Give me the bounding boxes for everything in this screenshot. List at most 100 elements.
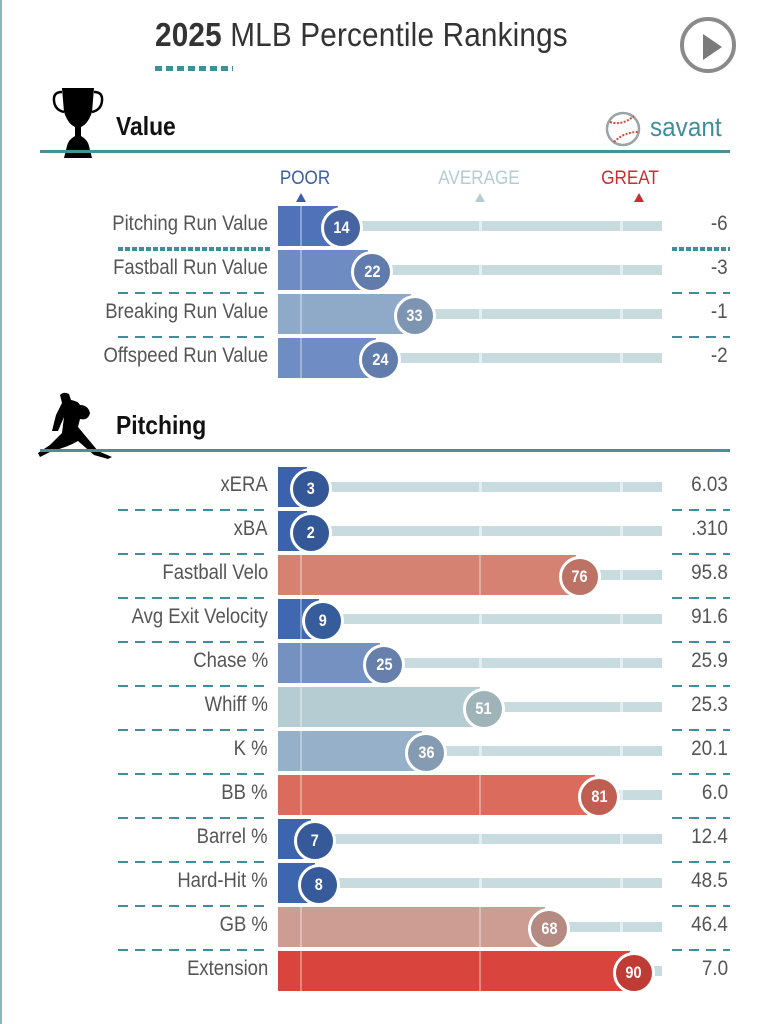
percentile-track: [280, 526, 662, 536]
metric-stat-value: .310: [691, 517, 728, 540]
metric-label: BB %: [221, 781, 268, 804]
percentile-bubble[interactable]: 14: [320, 207, 363, 249]
bar-gridline: [479, 951, 481, 991]
row-separator-left: [118, 641, 270, 643]
percentile-value: 76: [571, 567, 588, 586]
metric-label: Barrel %: [197, 825, 268, 848]
percentile-track: [280, 614, 662, 624]
page-title: 2025 MLB Percentile Rankings: [155, 16, 568, 54]
track-divider: [619, 746, 623, 756]
metric-row: xERA 3 6.03: [0, 467, 758, 510]
percentile-value: 14: [333, 218, 350, 237]
row-separator-right: [672, 553, 730, 555]
track-divider: [619, 526, 623, 536]
percentile-bubble[interactable]: 7: [293, 820, 336, 862]
metric-stat-value: 46.4: [691, 913, 728, 936]
metric-label: Chase %: [193, 649, 268, 672]
metric-row: Hard-Hit % 8 48.5: [0, 863, 758, 906]
percentile-bubble[interactable]: 2: [290, 512, 333, 554]
bar-gridline: [300, 687, 302, 727]
percentile-bar[interactable]: [278, 907, 546, 947]
percentile-bubble[interactable]: 9: [301, 600, 344, 642]
track-divider: [479, 614, 482, 624]
percentile-bar[interactable]: [278, 294, 411, 334]
percentile-bubble[interactable]: 22: [351, 251, 394, 293]
percentile-bubble[interactable]: 51: [462, 688, 505, 730]
percentile-value: 3: [307, 479, 316, 498]
row-separator-left: [118, 553, 270, 555]
row-separator-right: [672, 685, 730, 687]
bar-gridline: [300, 338, 302, 378]
percentile-bubble[interactable]: 25: [363, 644, 405, 686]
metric-label: Breaking Run Value: [104, 300, 268, 323]
metric-row: Pitching Run Value 14 -6: [0, 206, 758, 249]
row-separator-left: [118, 509, 270, 511]
track-divider: [479, 658, 482, 668]
track-divider: [479, 878, 482, 888]
scale-poor-marker: [296, 193, 306, 202]
title-year: 2025: [155, 16, 222, 53]
metric-row: xBA 2 .310: [0, 511, 758, 554]
row-separator-left: [118, 685, 270, 687]
play-icon: [703, 34, 722, 60]
row-separator-left: [118, 336, 270, 338]
percentile-bubble[interactable]: 81: [578, 776, 621, 818]
row-separator-right: [672, 773, 730, 775]
metric-stat-value: 48.5: [691, 869, 728, 892]
track-divider: [479, 482, 482, 492]
percentile-value: 22: [364, 262, 381, 281]
percentile-value: 8: [314, 875, 323, 894]
section-rule-value: [40, 150, 730, 153]
percentile-bubble[interactable]: 33: [393, 295, 436, 337]
track-divider: [479, 265, 482, 275]
track-divider: [619, 702, 623, 712]
percentile-bar[interactable]: [278, 951, 630, 991]
scale-poor-label: POOR: [279, 168, 331, 189]
row-separator-right: [672, 949, 730, 951]
percentile-bar[interactable]: [278, 687, 480, 727]
bar-gridline: [479, 775, 481, 815]
metric-stat-value: 95.8: [691, 561, 728, 584]
row-separator-left: [118, 949, 270, 951]
metric-row: K % 36 20.1: [0, 731, 758, 774]
percentile-bubble[interactable]: 36: [405, 732, 448, 774]
percentile-bar[interactable]: [278, 775, 596, 815]
metric-row: Barrel % 7 12.4: [0, 819, 758, 862]
play-button[interactable]: [680, 17, 736, 73]
metric-stat-value: 6.03: [691, 473, 728, 496]
metric-stat-value: 6.0: [701, 781, 728, 804]
percentile-bubble[interactable]: 24: [359, 339, 402, 381]
percentile-value: 7: [310, 831, 319, 850]
row-separator-left: [118, 905, 270, 907]
title-text: MLB Percentile Rankings: [221, 16, 568, 53]
percentile-track: [280, 746, 662, 756]
track-divider: [619, 614, 623, 624]
metric-row: Breaking Run Value 33 -1: [0, 294, 758, 337]
metric-row: Fastball Run Value 22 -3: [0, 250, 758, 293]
percentile-track: [280, 309, 662, 319]
track-divider: [619, 309, 623, 319]
row-separator-right: [672, 597, 730, 599]
metric-label: xERA: [220, 473, 268, 496]
percentile-value: 9: [318, 611, 327, 630]
row-separator-left: [118, 729, 270, 731]
metric-stat-value: 91.6: [691, 605, 728, 628]
percentile-bar[interactable]: [278, 555, 576, 595]
row-separator-right: [672, 641, 730, 643]
metric-stat-value: 20.1: [691, 737, 728, 760]
percentile-bubble[interactable]: 90: [612, 952, 655, 994]
metric-row: Offspeed Run Value 24 -2: [0, 338, 758, 381]
left-edge-border: [0, 0, 2, 1024]
percentile-bar[interactable]: [278, 338, 377, 378]
percentile-bubble[interactable]: 76: [558, 556, 601, 598]
percentile-bubble[interactable]: 8: [297, 864, 340, 906]
metric-label: Whiff %: [204, 693, 268, 716]
metric-label: Offspeed Run Value: [103, 344, 268, 367]
track-divider: [619, 482, 623, 492]
percentile-bar[interactable]: [278, 731, 423, 771]
percentile-value: 25: [375, 655, 393, 674]
bar-gridline: [300, 951, 302, 991]
percentile-value: 24: [372, 350, 389, 369]
percentile-bubble[interactable]: 68: [528, 908, 571, 950]
percentile-bubble[interactable]: 3: [290, 468, 333, 510]
